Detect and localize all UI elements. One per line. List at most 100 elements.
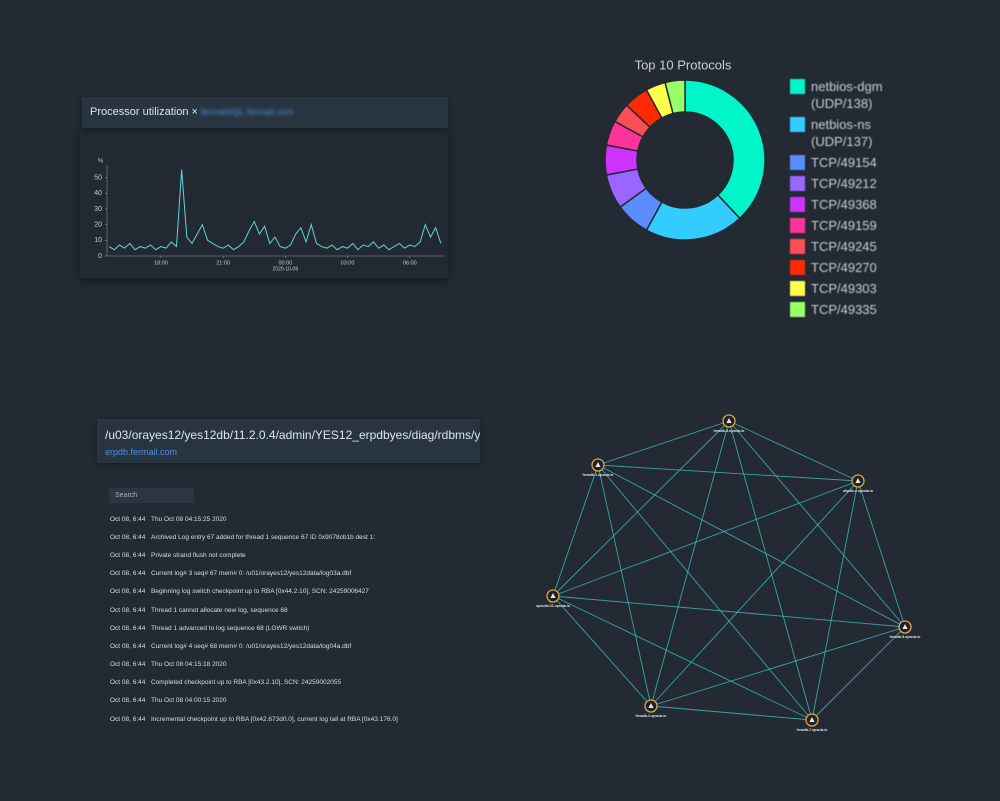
legend-label: TCP/49270 (811, 260, 877, 275)
log-host[interactable]: erpdb.fermail.com (105, 447, 178, 457)
log-row: Oct 08, 6:44 Current log# 3 seq# 67 mem# … (110, 565, 510, 583)
log-text: Current log# 3 seq# 67 mem# 0: /u01/oray… (151, 570, 352, 578)
legend-item: TCP/49245 (790, 238, 890, 255)
node-label: opsudb-01.opsula.io (536, 604, 570, 608)
log-panel-header: /u03/orayes12/yes12db/11.2.0.4/admin/YES… (97, 419, 480, 463)
legend-item: TCP/49212 (790, 175, 890, 192)
log-row: Oct 08, 6:44 Current log# 4 seq# 68 mem# … (110, 637, 510, 655)
legend-item: netbios-ns (UDP/137) (790, 116, 890, 150)
y-unit: % (98, 159, 104, 165)
x-tick-label: 21:00 (216, 260, 230, 266)
topology-edge (728, 420, 813, 721)
topology-edge (811, 626, 906, 721)
log-text: Completed checkpoint up to RBA [0x43.2.1… (151, 679, 342, 687)
donut-title: Top 10 Protocols (635, 57, 732, 72)
log-row: Oct 08, 6:44 Archived Log entry 67 added … (110, 528, 510, 546)
donut-segment (664, 79, 686, 115)
legend-swatch (790, 260, 805, 275)
node-label: fenadb-1.opsula.io (583, 473, 614, 477)
cpu-line (108, 169, 442, 251)
log-time: Oct 08, 6:44 (110, 570, 146, 578)
topology-edge (597, 464, 813, 721)
y-tick-label: 20 (94, 221, 102, 228)
y-tick-label: 10 (94, 237, 102, 244)
node-label: fenadb-5.opsula.io (890, 635, 921, 639)
legend-swatch (790, 197, 805, 212)
legend-label: TCP/49245 (811, 239, 877, 254)
legend-swatch (790, 176, 805, 191)
topology-edge (650, 626, 906, 707)
legend: netbios-dgm (UDP/138) netbios-ns (UDP/137… (790, 78, 890, 318)
node-icon (902, 624, 908, 629)
y-tick-label: 50 (94, 174, 102, 181)
log-time: Oct 08, 6:44 (110, 679, 146, 687)
log-time: Oct 08, 6:44 (110, 533, 146, 541)
search-box[interactable]: Search (109, 488, 194, 503)
node-icon (855, 478, 861, 483)
log-text: Current log# 4 seq# 68 mem# 0: /u01/oray… (151, 642, 352, 650)
log-row: Oct 08, 6:44 Thread 1 advanced to log seq… (110, 619, 510, 637)
log-time: Oct 08, 6:44 (110, 606, 146, 614)
log-row: Oct 08, 6:44 Thread 1 cannot allocate new… (110, 601, 510, 619)
legend-label: TCP/49154 (811, 155, 877, 170)
legend-swatch (790, 239, 805, 254)
node-label: fenadb-2.opsula.io (636, 714, 667, 718)
legend-swatch (790, 281, 805, 296)
topology-edge (552, 595, 813, 721)
log-list: Oct 08, 6:44 Thu Oct 08 04:15:25 2020 Oct … (110, 510, 510, 728)
log-text: Thread 1 cannot allocate new log, sequen… (151, 606, 288, 614)
topology-edge (728, 420, 859, 482)
legend-item: TCP/49335 (790, 301, 890, 318)
legend-item: netbios-dgm (UDP/138) (790, 78, 890, 112)
node-icon (726, 418, 732, 423)
log-row: Oct 08, 6:44 Private strand flush not com… (110, 546, 510, 564)
node-label: oltpdb-4.opsula.io (843, 489, 873, 493)
log-time: Oct 08, 6:44 (110, 624, 146, 632)
log-text: Archived Log entry 67 added for thread 1… (151, 533, 376, 541)
log-time: Oct 08, 6:44 (110, 661, 146, 669)
legend-label: netbios-ns (UDP/137) (811, 117, 873, 149)
legend-item: TCP/49270 (790, 259, 890, 276)
log-text: Thu Oct 08 04:15:25 2020 (151, 515, 227, 523)
cpu-panel-body (80, 128, 448, 278)
legend-swatch (790, 117, 805, 132)
node-label: fenadb-7.opsula.io (797, 728, 828, 732)
legend-label: TCP/49303 (811, 281, 877, 296)
topology-edge (552, 480, 859, 597)
node-label: fenadb-3.opsula.io (714, 429, 745, 433)
y-tick-label: 40 (94, 190, 102, 197)
legend-label: netbios-dgm (UDP/138) (811, 79, 883, 111)
log-time: Oct 08, 6:44 (110, 697, 146, 705)
x-tick-label: 00:00 (278, 260, 292, 266)
cpu-panel-title: Processor utilization × (90, 106, 198, 118)
cpu-panel-host[interactable]: fermatSQL.fermail.com (200, 107, 294, 117)
log-row: Oct 08, 6:44 Thu Oct 08 04:15:18 2020 (110, 656, 510, 674)
x-tick-label: 18:00 (154, 260, 168, 266)
log-time: Oct 08, 6:44 (110, 715, 146, 723)
topology-edge (552, 420, 730, 597)
legend-label: TCP/49368 (811, 197, 877, 212)
topology-edge (552, 464, 599, 597)
log-time: Oct 08, 6:44 (110, 515, 146, 523)
legend-label: TCP/49335 (811, 302, 877, 317)
log-text: Beginning log switch checkpoint up to RB… (151, 588, 369, 596)
topology-edge (650, 705, 813, 721)
log-time: Oct 08, 6:44 (110, 642, 146, 650)
topology-edge (597, 464, 859, 482)
legend-item: TCP/49154 (790, 154, 890, 171)
node-icon (595, 462, 601, 467)
topology-edge (597, 464, 906, 628)
log-text: Thu Oct 08 04:15:18 2020 (151, 661, 227, 669)
y-tick-label: 30 (94, 206, 102, 213)
topology-edge (552, 595, 652, 707)
topology-edge (650, 480, 859, 707)
y-tick-label: 0 (98, 253, 102, 260)
donut-segment (684, 79, 766, 220)
x-sublabel: 2020-10-08 (273, 266, 299, 272)
log-row: Oct 08, 6:44 Completed checkpoint up to R… (110, 674, 510, 692)
node-icon (550, 593, 556, 598)
legend-swatch (790, 302, 805, 317)
log-row: Oct 08, 6:44 Beginning log switch checkpo… (110, 583, 510, 601)
